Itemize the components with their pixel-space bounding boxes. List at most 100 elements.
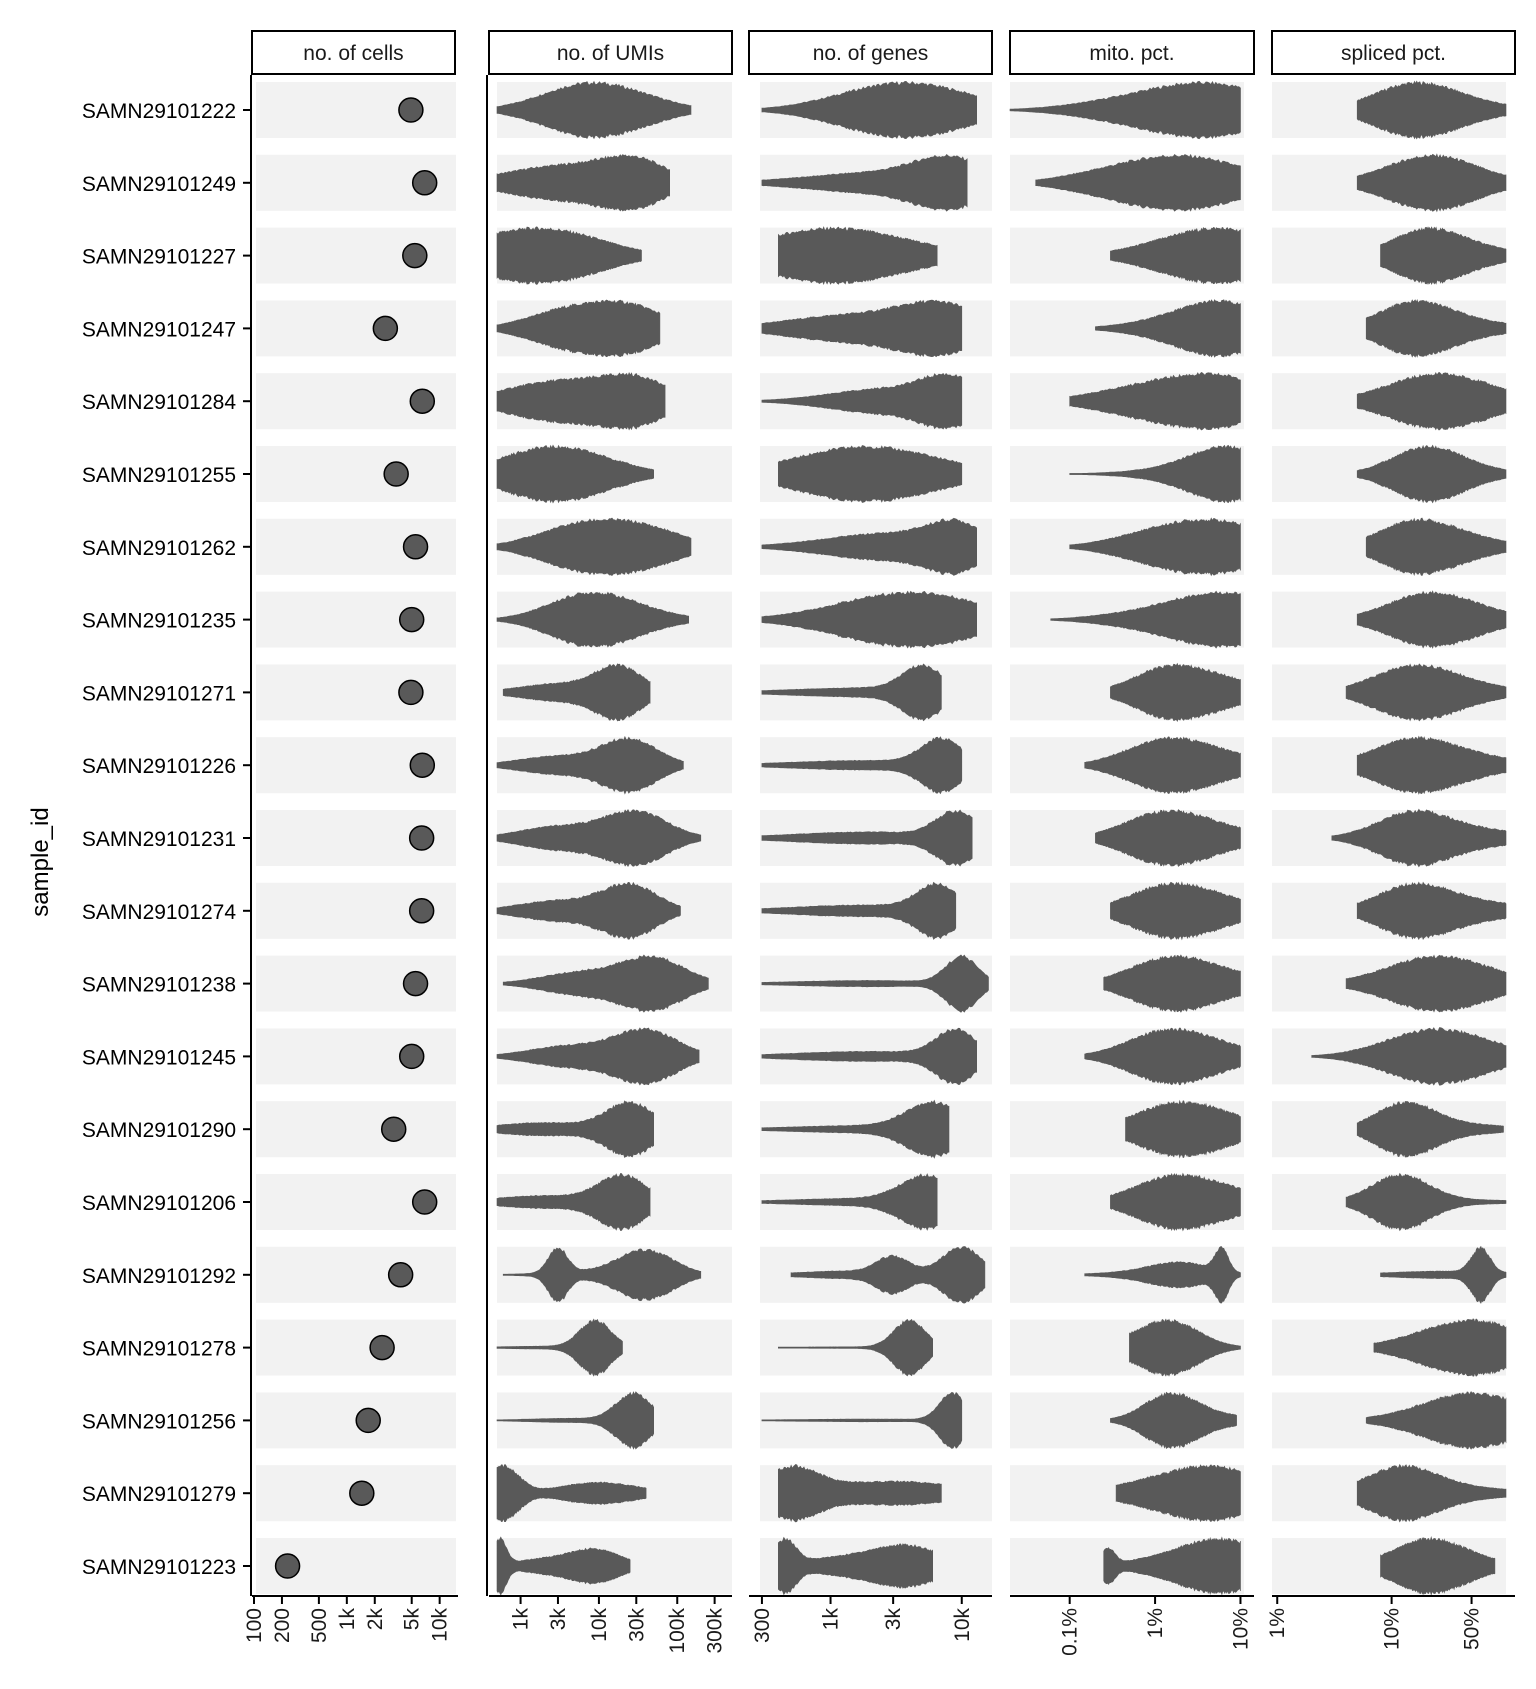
y-tick-label: SAMN29101235 [82, 610, 236, 633]
y-tick-label: SAMN29101290 [82, 1119, 236, 1142]
violin-shape [1365, 517, 1507, 576]
violin-shape [1365, 1391, 1507, 1450]
violin-shape [496, 591, 690, 648]
row-band [256, 591, 456, 648]
violin-shape [1356, 735, 1507, 795]
violin-shape [761, 590, 978, 649]
dot-point [411, 1189, 438, 1215]
violin-shape [1110, 881, 1241, 941]
violin-shape [496, 1100, 655, 1159]
violin-shape [777, 226, 938, 286]
violin-shape [1129, 1318, 1241, 1377]
y-tick-label: SAMN29101245 [82, 1046, 236, 1069]
violin-shape [761, 517, 978, 576]
violin-shape [496, 444, 655, 504]
violin-shape [496, 299, 661, 358]
violin-shape [1095, 809, 1241, 867]
violin-shape [1009, 80, 1241, 140]
violin-shape [777, 445, 963, 503]
violin-shape [1345, 663, 1507, 722]
row-band [256, 1246, 456, 1303]
violin-shape [761, 1099, 950, 1159]
y-tick-label: SAMN29101227 [82, 246, 236, 269]
chart-marks [274, 80, 1507, 1596]
violin-shape [1069, 517, 1241, 577]
violin-shape [1110, 662, 1241, 722]
dot-point [398, 1043, 425, 1070]
violin-shape [1380, 226, 1507, 285]
x-tick-label: 10k [588, 1608, 611, 1642]
x-tick-label: 100 [243, 1608, 266, 1643]
dot-point [387, 1262, 414, 1288]
violin-shape [1380, 1245, 1507, 1304]
violin-shape [1356, 371, 1507, 431]
violin-shape [496, 1536, 631, 1596]
x-tick-label: 10% [1381, 1608, 1404, 1650]
violin-shape [1345, 1172, 1507, 1232]
violin-shape [496, 1464, 647, 1522]
violin-shape [496, 1172, 651, 1232]
violin-shape [496, 809, 702, 867]
dot-point [380, 1116, 407, 1142]
y-tick-label: SAMN29101247 [82, 318, 236, 341]
row-band [256, 1101, 456, 1158]
violin-shape [1311, 1027, 1507, 1086]
violin-shape [761, 954, 989, 1013]
violin-shape [1356, 80, 1507, 140]
x-tick-label: 50% [1461, 1608, 1484, 1650]
dot-point [402, 970, 429, 997]
x-tick-label: 300k [704, 1608, 727, 1654]
dot-point [383, 461, 409, 487]
violin-shape [1380, 1536, 1496, 1596]
violin-shape [1050, 590, 1241, 649]
x-tick-label: 5k [401, 1608, 424, 1631]
panel-strip [1271, 30, 1516, 75]
violin-shape [502, 663, 651, 722]
x-tick-label: 0.1% [1059, 1608, 1082, 1656]
violin-shape [1110, 226, 1241, 285]
dot-point [398, 97, 424, 123]
y-tick-label: SAMN29101279 [82, 1483, 236, 1506]
violin-shape [496, 371, 666, 431]
violin-shape [1110, 1391, 1237, 1450]
violin-shape [502, 1247, 702, 1303]
x-tick-label: 2k [364, 1608, 387, 1631]
violin-shape [1103, 1536, 1241, 1596]
x-tick-label: 3k [547, 1608, 570, 1631]
violin-shape [761, 1027, 978, 1085]
violin-shape [1125, 1099, 1241, 1159]
panel-strip [748, 30, 993, 75]
y-tick-label: SAMN29101222 [82, 100, 236, 123]
y-tick-label: SAMN29101271 [82, 682, 236, 705]
y-tick-label: SAMN29101278 [82, 1338, 236, 1361]
dot-point [409, 752, 436, 778]
violin-shape [790, 1246, 986, 1304]
violin-shape [1356, 881, 1507, 941]
violin-shape [761, 80, 978, 140]
violin-shape [1069, 444, 1241, 504]
violin-shape [761, 663, 942, 722]
violin-shape [496, 1027, 700, 1086]
violin-shape [1110, 1172, 1241, 1232]
y-axis-title: sample_id [27, 807, 54, 916]
row-band [256, 82, 456, 138]
dot-point [355, 1407, 381, 1434]
dot-point [274, 1553, 301, 1579]
violin-shape [496, 1391, 655, 1450]
violin-shape [502, 954, 709, 1013]
violin-shape [496, 226, 642, 285]
dot-point [398, 679, 424, 706]
dot-point [409, 388, 436, 414]
panel-title: no. of cells [303, 42, 403, 65]
y-tick-label: SAMN29101284 [82, 391, 236, 414]
y-tick-label: SAMN29101226 [82, 755, 236, 778]
x-tick-label: 500 [308, 1608, 331, 1643]
dot-point [402, 534, 429, 560]
panel-title: spliced pct. [1341, 42, 1446, 65]
violin-shape [1084, 1027, 1241, 1086]
violin-shape [496, 1318, 623, 1377]
x-tick-label: 10k [429, 1608, 452, 1642]
violin-shape [1035, 153, 1241, 212]
violin-shape [761, 153, 968, 212]
